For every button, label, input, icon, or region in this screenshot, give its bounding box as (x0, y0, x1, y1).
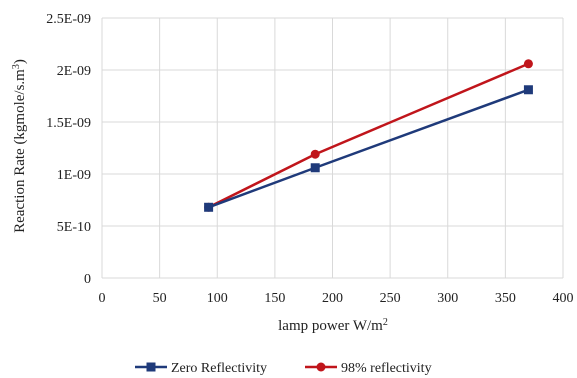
y-axis-ticks: 0 5E-10 1E-09 1.5E-09 2E-09 2.5E-09 (46, 12, 91, 287)
y-tick-label: 0 (84, 272, 91, 287)
y-tick-label: 2.5E-09 (46, 12, 91, 27)
y-tick-label: 5E-10 (57, 220, 91, 235)
data-point-square (310, 163, 320, 173)
x-tick-label: 250 (380, 291, 401, 306)
x-tick-label: 0 (99, 291, 106, 306)
x-tick-label: 350 (495, 291, 516, 306)
x-tick-label: 50 (153, 291, 167, 306)
x-tick-label: 100 (207, 291, 228, 306)
series-line (208, 88, 529, 209)
x-tick-label: 300 (437, 291, 458, 306)
series-zero-reflectivity (204, 85, 533, 212)
gridlines (101, 17, 564, 279)
x-axis-ticks: 0 50 100 150 200 250 300 350 400 (99, 291, 574, 306)
series-layer (204, 59, 533, 212)
legend-marker-circle (316, 362, 326, 372)
x-tick-label: 400 (553, 291, 574, 306)
data-point-circle (523, 59, 533, 69)
legend-label: 98% reflectivity (341, 361, 432, 376)
x-tick-label: 150 (264, 291, 285, 306)
legend-marker-square (146, 362, 156, 372)
legend-item: Zero Reflectivity (135, 361, 267, 376)
data-point-square (204, 202, 214, 212)
y-axis-title: Reaction Rate (kgmole/s.m3) (11, 59, 29, 233)
x-axis-title: lamp power W/m2 (278, 317, 388, 335)
x-tick-label: 200 (322, 291, 343, 306)
legend-item: 98% reflectivity (305, 361, 432, 376)
data-point-square (523, 85, 533, 95)
series-line (208, 62, 529, 209)
legend-label: Zero Reflectivity (171, 361, 267, 376)
y-tick-label: 1.5E-09 (46, 116, 91, 131)
series-98-reflectivity (204, 59, 533, 212)
legend: Zero Reflectivity 98% reflectivity (135, 361, 432, 376)
y-tick-label: 1E-09 (57, 168, 91, 183)
y-tick-label: 2E-09 (57, 64, 91, 79)
data-point-circle (310, 149, 320, 159)
